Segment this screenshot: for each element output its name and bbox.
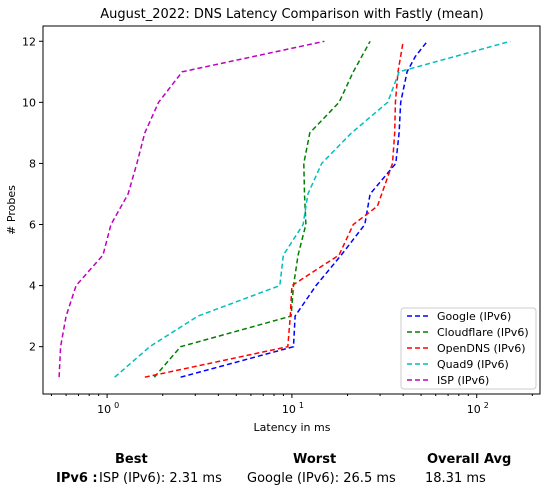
legend-label: Quad9 (IPv6) bbox=[437, 358, 509, 371]
series-line-0 bbox=[180, 40, 428, 378]
y-tick-label: 2 bbox=[29, 341, 36, 354]
y-tick-label: 12 bbox=[22, 35, 36, 48]
x-tick-exponent: 1 bbox=[299, 401, 304, 410]
legend-label: OpenDNS (IPv6) bbox=[437, 342, 526, 355]
summary-worst-value: Google (IPv6): 26.5 ms bbox=[247, 471, 396, 486]
series-line-4 bbox=[58, 40, 325, 378]
x-tick-label: 10 bbox=[97, 403, 111, 416]
series-line-2 bbox=[144, 41, 404, 378]
x-tick-exponent: 2 bbox=[484, 401, 489, 410]
series-lines bbox=[58, 40, 511, 378]
summary-best-value: ISP (IPv6): 2.31 ms bbox=[99, 471, 222, 486]
legend-box bbox=[400, 307, 537, 390]
summary-best-header: Best bbox=[115, 452, 148, 467]
legend-label: Google (IPv6) bbox=[437, 310, 511, 323]
y-tick-label: 8 bbox=[29, 157, 36, 170]
y-tick-label: 4 bbox=[29, 280, 36, 293]
y-tick-label: 10 bbox=[22, 96, 36, 109]
summary-worst-header: Worst bbox=[293, 452, 337, 467]
x-tick-label: 10 bbox=[467, 403, 481, 416]
summary-avg-header: Overall Avg bbox=[427, 452, 512, 467]
series-line-3 bbox=[114, 40, 511, 378]
x-axis-label: Latency in ms bbox=[254, 421, 331, 434]
series-line-1 bbox=[153, 40, 371, 378]
legend: Google (IPv6) Cloudflare (IPv6) OpenDNS (I… bbox=[400, 307, 537, 390]
x-tick-exponent: 0 bbox=[114, 401, 119, 410]
legend-label: ISP (IPv6) bbox=[437, 374, 489, 387]
chart-title: August_2022: DNS Latency Comparison with… bbox=[100, 7, 483, 22]
y-axis-label: # Probes bbox=[5, 185, 18, 235]
latency-chart: August_2022: DNS Latency Comparison with… bbox=[5, 7, 541, 434]
summary-avg-value: 18.31 ms bbox=[425, 471, 486, 486]
summary-row-label: IPv6 : bbox=[56, 471, 98, 486]
y-tick-label: 6 bbox=[29, 219, 36, 232]
x-tick-label: 10 bbox=[282, 403, 296, 416]
legend-label: Cloudflare (IPv6) bbox=[437, 326, 529, 339]
